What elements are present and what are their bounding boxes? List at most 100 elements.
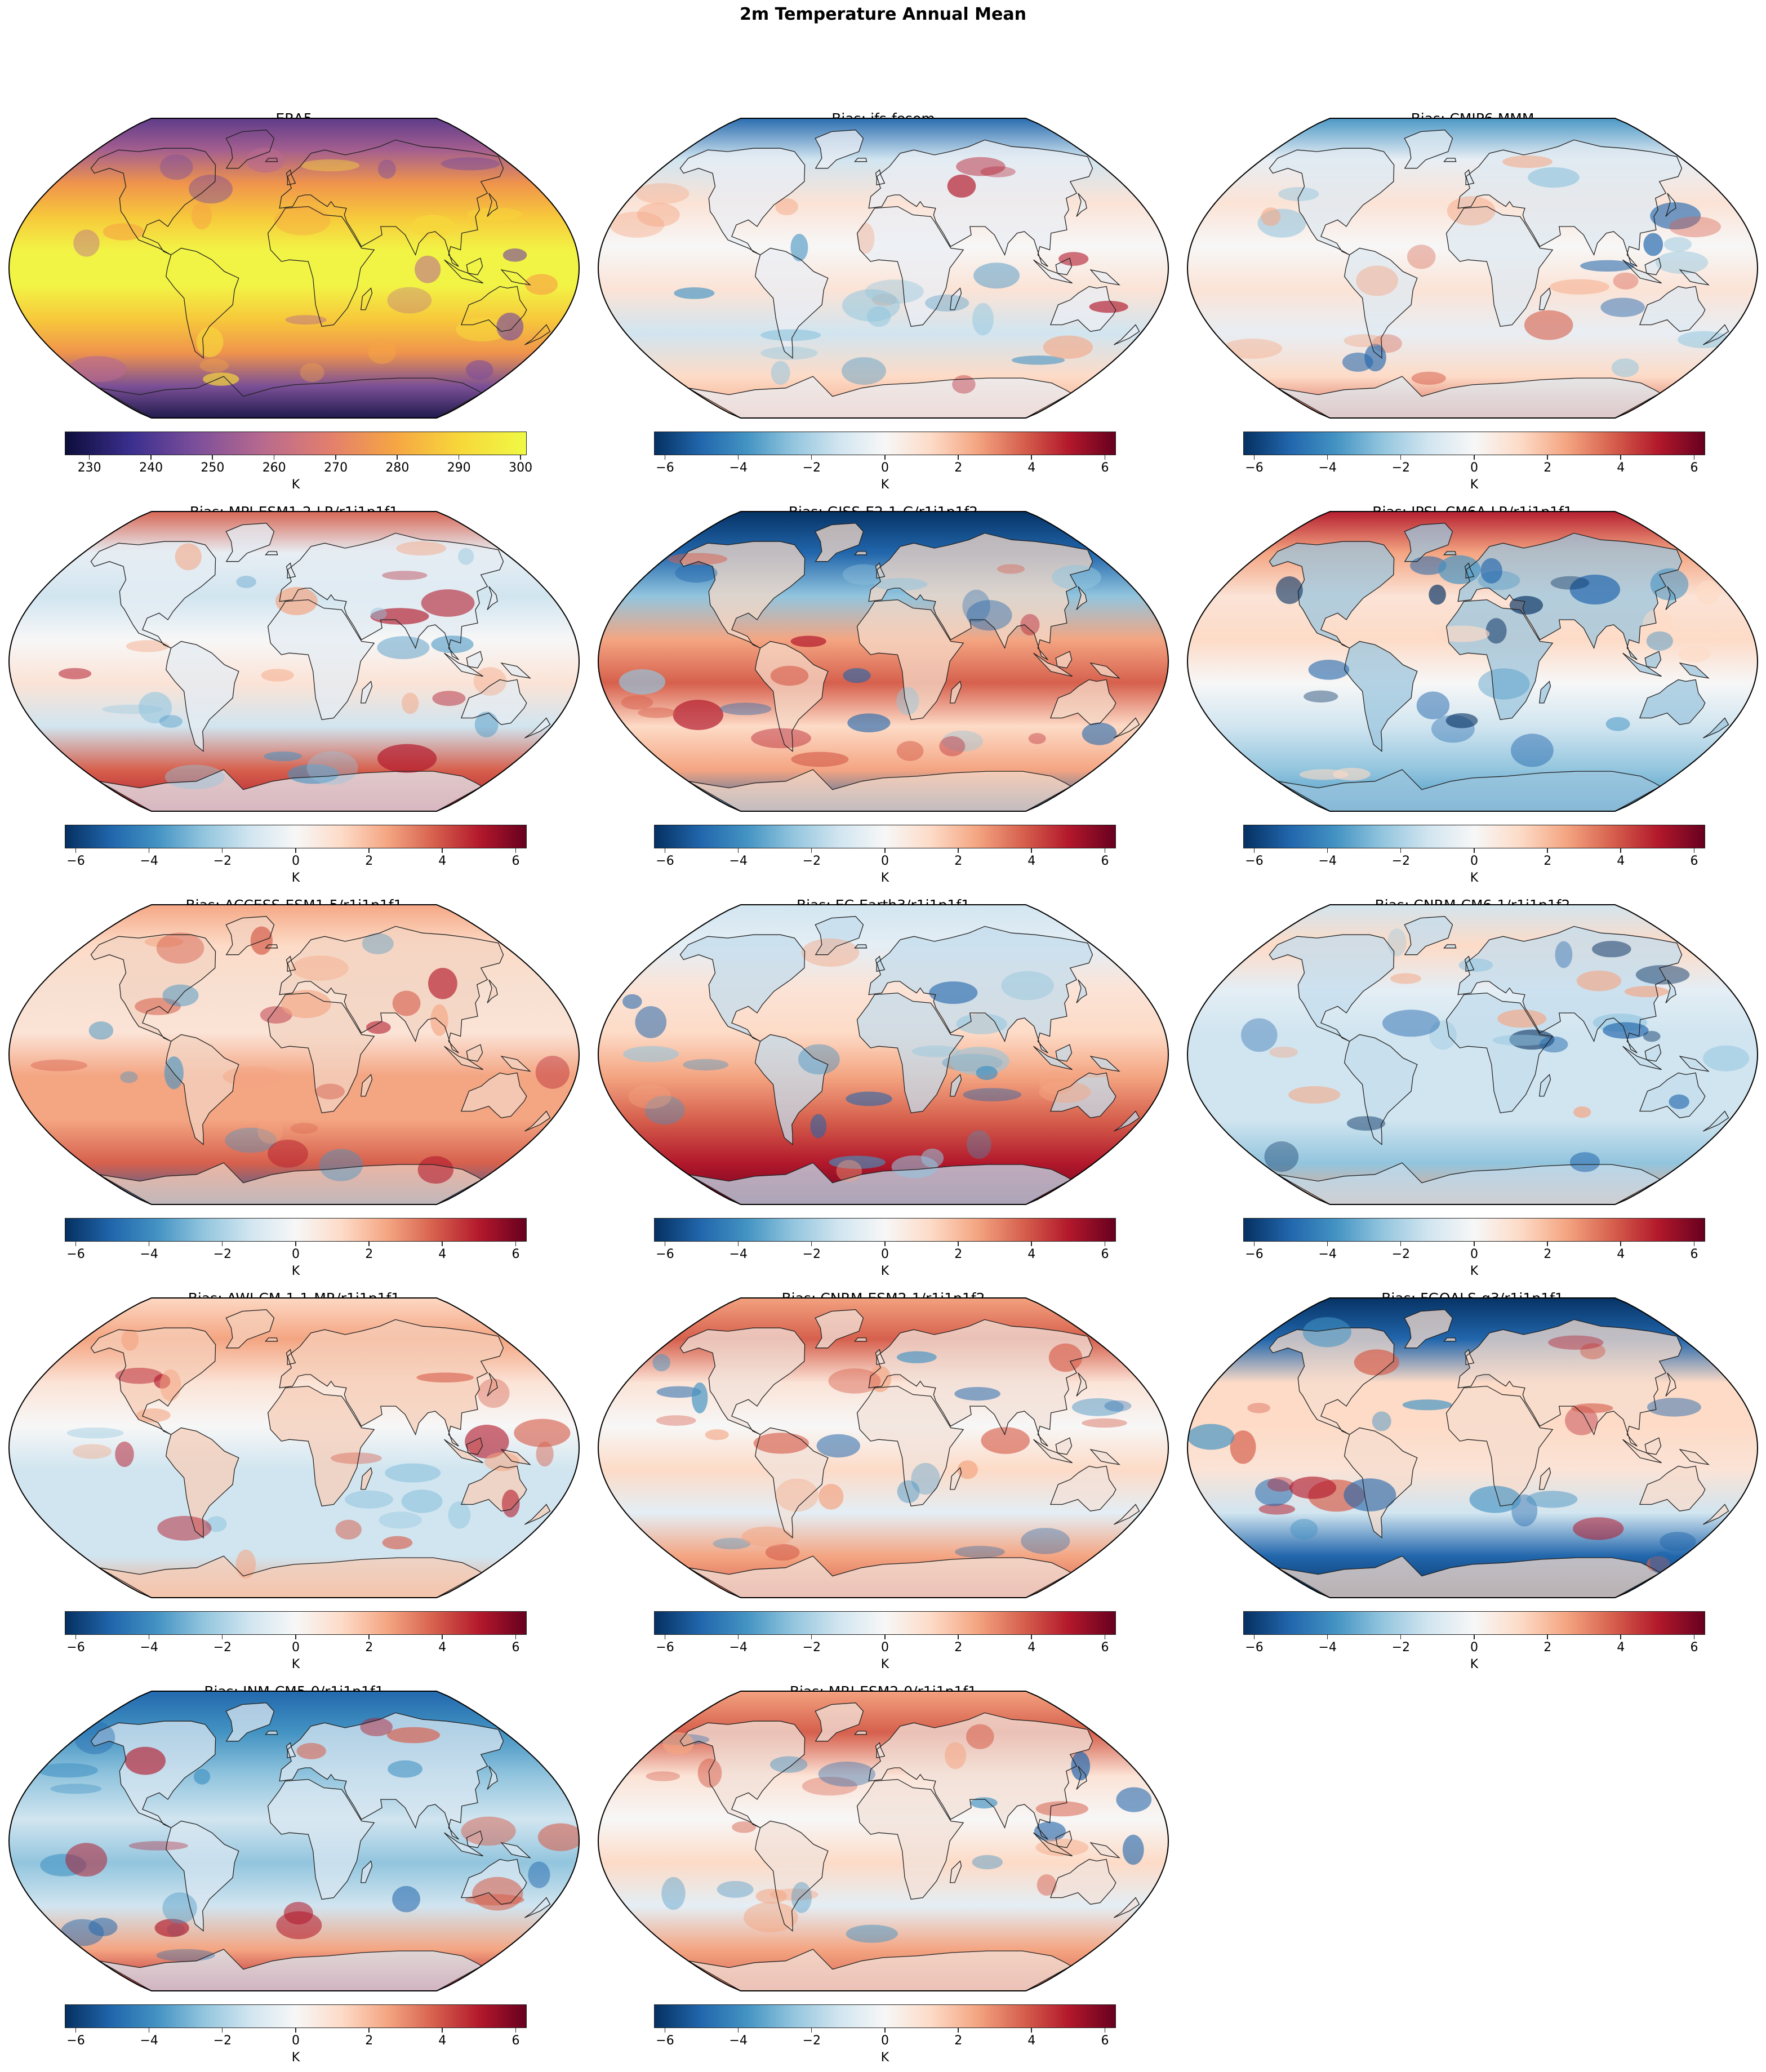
field-anomaly xyxy=(1089,300,1128,313)
field-anomaly xyxy=(1039,1081,1091,1103)
coastline-indonesia xyxy=(1622,1439,1662,1464)
coastline-africa xyxy=(267,1778,375,1900)
field-anomaly xyxy=(154,1374,171,1389)
field-anomaly xyxy=(366,1021,391,1034)
field-anomaly xyxy=(897,1351,937,1363)
field-anomaly xyxy=(819,1484,844,1510)
field-anomaly xyxy=(382,571,428,580)
field-anomaly xyxy=(396,541,447,556)
colorbar-tick-label: 6 xyxy=(1690,461,1698,475)
colorbar: −6 −4 −2 0 2 4 6 K xyxy=(654,1611,1116,1671)
land-greenland xyxy=(815,1702,864,1741)
land-australia xyxy=(1050,1073,1116,1118)
map-plot xyxy=(1186,511,1759,812)
field-anomaly xyxy=(1555,941,1573,968)
field-anomaly xyxy=(1342,352,1373,372)
coastline-eurasia xyxy=(868,532,1093,660)
coastline-indonesia xyxy=(1033,1439,1073,1464)
coastline-namerica xyxy=(679,541,806,648)
coastline-samerica xyxy=(1344,1427,1418,1539)
land-uk xyxy=(875,956,885,972)
coastline-australia xyxy=(460,1465,527,1511)
field-anomaly xyxy=(976,1066,998,1081)
colorbar-tick-label: 6 xyxy=(1101,2034,1109,2048)
coastline-newguinea xyxy=(500,1448,531,1465)
field-anomaly xyxy=(791,752,849,767)
map-boundary xyxy=(8,1691,580,1991)
coastline-eurasia xyxy=(868,1712,1093,1840)
colorbar-tick-label: −6 xyxy=(66,854,85,868)
land-japan xyxy=(487,1766,498,1790)
coastline-samerica xyxy=(1344,1034,1418,1145)
field-anomaly xyxy=(1445,713,1478,728)
coastline-namerica xyxy=(1269,148,1395,255)
colorbar-tick-label: 0 xyxy=(292,2034,300,2048)
colorbar-tick-label: −6 xyxy=(1245,1247,1264,1261)
coastline-madagascar xyxy=(1538,1074,1551,1097)
coastline-indonesia xyxy=(444,652,483,677)
colorbar-tick-label: 300 xyxy=(509,461,533,475)
field-anomaly xyxy=(956,157,1006,176)
coastline-namerica xyxy=(679,1720,806,1828)
coastline-namerica xyxy=(679,934,806,1042)
field-anomaly xyxy=(502,248,527,262)
field-anomaly xyxy=(386,1727,441,1744)
land-greenland xyxy=(815,1309,864,1348)
coastline-nz xyxy=(524,324,551,345)
land-australia xyxy=(461,679,527,725)
coastline-namerica xyxy=(90,1720,216,1828)
field-anomaly xyxy=(705,1429,729,1440)
field-anomaly xyxy=(1497,1010,1547,1028)
colorbar-tick-label: −2 xyxy=(213,1247,232,1261)
field-anomaly xyxy=(281,990,331,1019)
field-anomaly xyxy=(929,981,978,1004)
field-anomaly xyxy=(250,926,273,955)
land-greenland xyxy=(226,523,274,562)
field-anomaly xyxy=(159,154,193,180)
colorbar: −6 −4 −2 0 2 4 6 K xyxy=(65,1218,527,1278)
colorbar-tick-label: −6 xyxy=(1245,1640,1264,1655)
land-nz xyxy=(1703,718,1729,738)
field-anomaly xyxy=(1187,1424,1235,1450)
coastline-madagascar xyxy=(949,287,962,310)
field-anomaly xyxy=(66,1428,124,1439)
field-anomaly xyxy=(713,1537,751,1550)
land-newguinea xyxy=(1091,1056,1119,1071)
field-anomaly xyxy=(115,1441,134,1468)
field-anomaly xyxy=(68,356,127,383)
field-anomaly xyxy=(124,1746,166,1775)
field-anomaly xyxy=(644,1095,685,1125)
field-anomaly xyxy=(1020,613,1040,635)
coastline-antarctica xyxy=(688,1162,1072,1204)
field-anomaly xyxy=(857,223,875,254)
colorbar-tick-label: 6 xyxy=(511,854,520,868)
coastline-antarctica xyxy=(688,1949,1072,1991)
map-boundary xyxy=(597,118,1169,419)
coastline-antarctica xyxy=(688,769,1072,811)
colorbar-tick-label: 4 xyxy=(438,1640,447,1655)
land-newguinea xyxy=(1680,270,1709,285)
coastline-newguinea xyxy=(1679,1055,1710,1072)
map-plot xyxy=(597,1297,1169,1598)
field-anomaly xyxy=(1635,965,1690,985)
land-namerica xyxy=(1269,935,1394,1042)
land-australia xyxy=(1639,1466,1705,1511)
coastline-japan xyxy=(1665,1372,1676,1397)
coastline-africa xyxy=(856,992,964,1114)
field-anomaly xyxy=(846,1924,898,1943)
land-indonesia xyxy=(1622,1439,1662,1463)
coastline-japan xyxy=(1665,586,1676,610)
field-anomaly xyxy=(1660,1532,1696,1551)
field-anomaly xyxy=(1540,1036,1568,1053)
coastline-japan xyxy=(1665,979,1676,1003)
map-boundary xyxy=(8,118,580,419)
coastline-africa xyxy=(267,599,375,721)
field-anomaly xyxy=(1276,576,1303,604)
field-anomaly xyxy=(846,1091,892,1106)
coastline-namerica xyxy=(679,1327,806,1435)
colorbar-tick-label: 6 xyxy=(1101,1247,1109,1261)
field-anomaly xyxy=(717,1880,754,1898)
land-nz xyxy=(1703,1111,1729,1131)
